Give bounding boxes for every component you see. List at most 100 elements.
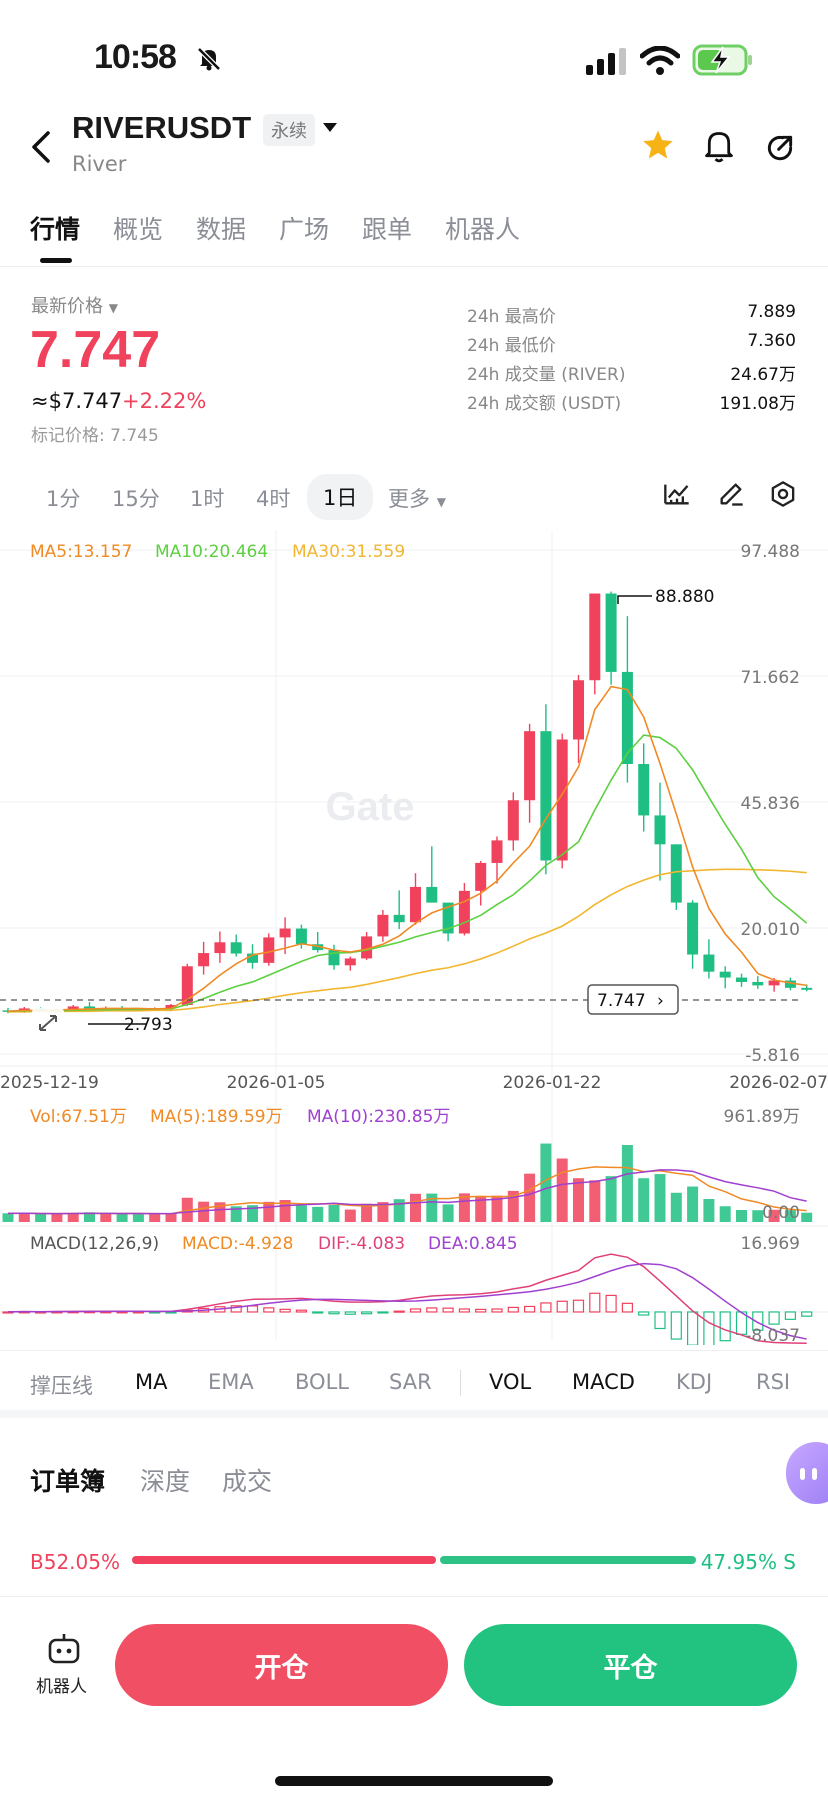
indicator-sar[interactable]: SAR [389,1370,432,1394]
tab-bot[interactable]: 机器人 [445,215,521,244]
indicator-icon[interactable] [663,480,691,508]
candle-body [801,987,813,990]
tab-copy-trade[interactable]: 跟单 [362,215,413,244]
draw-pencil-icon[interactable] [717,480,745,508]
candle-body [768,980,780,986]
favorite-star-icon[interactable] [640,128,676,162]
candle-body [621,671,633,764]
vol-ma10-legend: MA(10):230.85万 [307,1107,450,1127]
dea-line [7,1262,807,1340]
tab-market[interactable]: 行情 [30,215,81,244]
candle-body [230,942,242,954]
sell-ratio: 47.95% S [700,1550,796,1574]
volume-bar [361,1203,373,1222]
macd-hist-bar [768,1311,780,1325]
latest-price-label[interactable]: 最新价格 ▼ [31,296,118,317]
back-icon[interactable] [30,130,52,164]
timeframe-1m[interactable]: 1分 [46,487,81,511]
volume-bar [801,1212,813,1222]
volume-bar [18,1213,30,1222]
alert-bell-icon[interactable] [702,128,736,164]
symbol-dropdown-icon[interactable] [322,122,338,134]
candle-body [784,980,796,988]
timeframe-1d[interactable]: 1日 [307,474,374,520]
candle-body [638,763,650,816]
volume-bar [2,1213,14,1222]
date-label-1: 2026-01-05 [227,1073,326,1093]
robot-icon[interactable] [46,1632,82,1666]
tab-depth[interactable]: 深度 [140,1467,191,1496]
candle-body [295,928,307,945]
volume-bar [458,1193,470,1222]
timeframe-more[interactable]: 更多 ▼ [388,487,446,511]
candle-body [312,944,324,951]
close-position-button[interactable]: 平仓 [464,1624,797,1706]
candle-body [573,680,584,740]
indicator-vol[interactable]: VOL [489,1370,532,1394]
candle-body [361,936,373,959]
symbol-subtitle: River [72,152,127,176]
kline-chart[interactable]: Gate MA5:13.157 MA10:20.464 MA30:31.559 … [0,530,828,1345]
indicator-separator [460,1370,461,1396]
volume-bar [181,1197,193,1222]
candle-body [328,950,340,966]
macd-hist-bar [589,1292,601,1313]
indicator-support-resistance[interactable]: 撑压线 [30,1374,93,1398]
share-icon[interactable] [764,132,796,164]
open-position-button[interactable]: 开仓 [115,1624,448,1706]
volume-bar [214,1202,226,1222]
candle-body [198,953,210,967]
tab-order-book[interactable]: 订单簿 [30,1467,106,1496]
stat-high-label: 24h 最高价 [467,307,556,327]
timeframe-4h[interactable]: 4时 [256,487,291,511]
indicator-rsi[interactable]: RSI [756,1370,791,1394]
indicator-boll[interactable]: BOLL [295,1370,349,1394]
last-price-tag-chevron-icon: › [657,991,664,1011]
last-price-tag[interactable] [587,984,679,1015]
bell-muted-icon [197,47,221,71]
volume-bar [149,1214,161,1222]
latest-price: 7.747 [30,321,161,379]
tabs-divider [0,266,828,267]
candle-body [410,886,421,923]
tab-data[interactable]: 数据 [196,215,247,244]
indicator-ma[interactable]: MA [135,1370,168,1394]
indicator-macd[interactable]: MACD [572,1370,635,1394]
vol-axis-top: 961.89万 [724,1107,800,1127]
macd-hist-bar [670,1311,682,1340]
home-indicator [275,1776,553,1786]
macd-hist-bar [377,1311,389,1314]
volume-bar [589,1180,601,1222]
ma10-legend: MA10:20.464 [155,542,268,562]
robot-label[interactable]: 机器人 [36,1677,87,1697]
tab-overview[interactable]: 概览 [113,215,164,244]
candle-body [752,981,764,986]
timeframe-15m[interactable]: 15分 [112,487,160,511]
macd-hist-bar [442,1307,454,1313]
tab-square[interactable]: 广场 [279,215,330,244]
cellular-signal-icon [586,48,626,75]
assistant-bubble[interactable] [786,1442,828,1504]
macd-axis-top: 16.969 [741,1234,800,1254]
macd-hist-bar [686,1311,699,1345]
timeframe-1h[interactable]: 1时 [190,487,225,511]
macd-hist-bar [605,1294,617,1313]
dea-legend: DEA:0.845 [428,1234,518,1254]
dif-line [7,1253,807,1345]
symbol-title[interactable]: RIVERUSDT [72,110,252,145]
chart-settings-icon[interactable] [769,480,797,508]
volume-bar [410,1193,421,1222]
indicator-kdj[interactable]: KDJ [676,1370,713,1394]
candle-body [491,840,503,863]
macd-hist-bar [523,1305,536,1313]
candle-body [247,953,258,963]
candle-body [377,914,389,937]
volume-bar [100,1213,112,1222]
volume-bar [621,1145,633,1222]
indicator-ema[interactable]: EMA [208,1370,254,1394]
candle-body [475,862,487,891]
tab-trades[interactable]: 成交 [222,1467,273,1496]
volume-bar [426,1193,438,1222]
candle-body [426,886,438,903]
expand-chart-icon[interactable] [32,1008,64,1038]
